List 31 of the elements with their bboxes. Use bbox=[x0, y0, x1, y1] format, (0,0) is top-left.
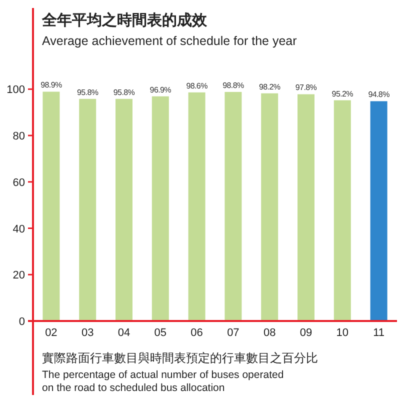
x-tick-label: 08 bbox=[263, 327, 276, 339]
data-label: 94.8% bbox=[368, 90, 390, 100]
data-label: 98.2% bbox=[259, 82, 280, 92]
y-tick-label: 0 bbox=[18, 316, 25, 328]
data-label: 96.9% bbox=[150, 85, 172, 94]
text: on the road to scheduled bus allocation bbox=[42, 382, 225, 394]
subtitle: Average achievement of schedule for the year bbox=[42, 34, 297, 48]
y-tick-label: 100 bbox=[6, 84, 25, 96]
data-label: 95.2% bbox=[332, 89, 354, 98]
x-tick-label: 09 bbox=[300, 327, 312, 339]
x-tick-label: 10 bbox=[336, 327, 349, 339]
y-tick-label: 40 bbox=[12, 223, 25, 236]
y-tick-label: 60 bbox=[12, 176, 25, 189]
text: 實際路面行車數目與時間表預定的行車數目之百分比 bbox=[42, 351, 318, 365]
data-label: 98.6% bbox=[186, 81, 208, 90]
text: The percentage of actual number of buses operated bbox=[42, 369, 284, 381]
y-tick-label: 80 bbox=[12, 130, 25, 143]
x-tick-label: 05 bbox=[154, 327, 167, 339]
x-tick-label: 07 bbox=[227, 327, 240, 339]
x-tick-label: 04 bbox=[118, 327, 130, 339]
x-tick-label: 02 bbox=[45, 327, 58, 339]
x-tick-label: 11 bbox=[373, 327, 385, 339]
data-label: 95.8% bbox=[77, 88, 98, 97]
data-label: 98.9% bbox=[40, 80, 62, 90]
data-label: 95.8% bbox=[113, 88, 135, 97]
data-label: 98.8% bbox=[222, 80, 244, 90]
x-tick-label: 03 bbox=[81, 327, 94, 339]
x-tick-label: 06 bbox=[190, 327, 203, 339]
title: 全年平均之時間表的成效 bbox=[42, 12, 207, 29]
data-label: 97.8% bbox=[295, 83, 317, 92]
y-tick-label: 20 bbox=[12, 270, 25, 282]
